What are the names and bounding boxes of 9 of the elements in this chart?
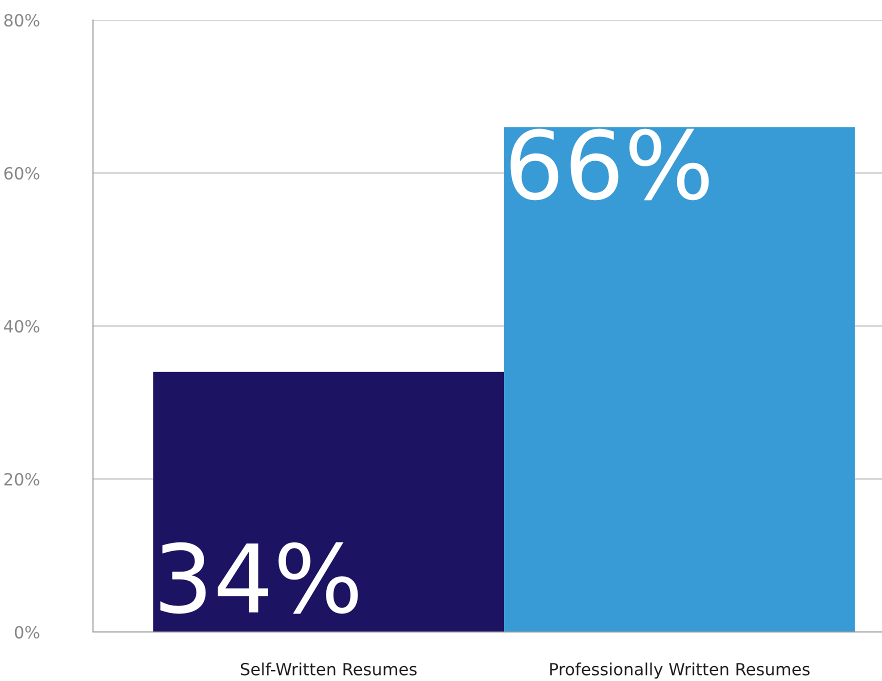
y-tick-label: 20% xyxy=(4,472,40,486)
x-tick-label: Professionally Written Resumes xyxy=(550,662,810,679)
y-tick-label: 40% xyxy=(4,320,40,333)
data-label: 34% xyxy=(160,542,358,614)
y-tick-label: 80% xyxy=(4,14,40,27)
x-tick-label: Self-Written Resumes xyxy=(240,662,417,676)
data-label: 66% xyxy=(510,128,709,200)
y-tick-label: 0% xyxy=(14,626,40,639)
y-tick-label: 60% xyxy=(4,166,40,180)
